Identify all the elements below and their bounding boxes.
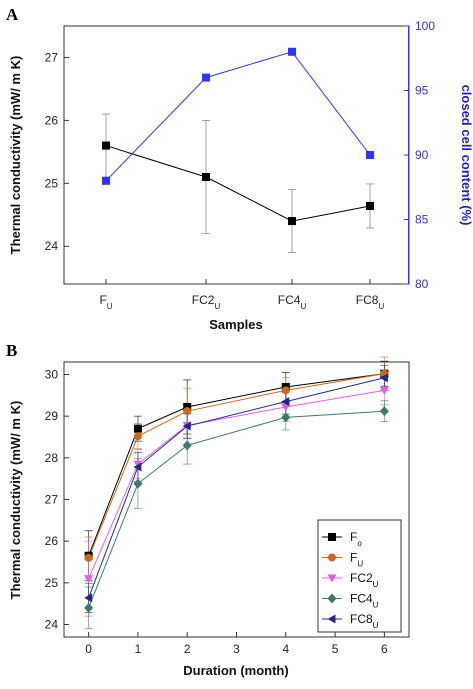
panel-a-closed-cell-point (288, 47, 296, 56)
panel-b-series-point (133, 432, 142, 441)
panel-b-series-point (133, 478, 143, 489)
panel-a-conductivity-point (288, 217, 296, 226)
legend-marker (328, 533, 336, 541)
panel-b-legend: Fo FU FC2U FC4U FC8U (322, 530, 379, 630)
panel-b-xtick-label: 6 (381, 642, 388, 656)
panel-a-conductivity-point (102, 141, 110, 150)
panel-a-closed-cell-point (102, 176, 110, 185)
panel-b-xtick-label: 0 (85, 642, 92, 656)
legend-label: FU (350, 551, 363, 569)
panel-b-series-point (182, 440, 192, 451)
panel-b-xtick-label: 3 (233, 642, 240, 656)
panel-b-ytick-label: 29 (45, 409, 59, 423)
panel-b-ylabel: Thermal conductivity (mW/ m K) (8, 401, 23, 600)
panel-b-ytick-label: 30 (45, 368, 59, 382)
panel-a-ytick-label: 25 (45, 176, 59, 190)
panel-b-series-point (379, 406, 389, 417)
panel-a-y2label: closed cell content (%) (459, 85, 473, 226)
panel-b-xtick-label: 4 (282, 642, 289, 656)
panel-b-ytick-label: 25 (45, 576, 59, 590)
panel-a-closed-cell-point (366, 151, 374, 159)
panel-b-marks: 24 25 26 27 28 29 30 0 1 2 3 4 5 6 (45, 356, 389, 656)
legend-label: Fo (350, 530, 362, 548)
panel-a-y2tick-label: 80 (415, 277, 429, 291)
panel-b-series-point (281, 397, 290, 407)
panel-b-series-point (84, 602, 94, 613)
panel-a-y2tick-label: 90 (415, 148, 429, 162)
legend-marker (327, 574, 337, 583)
panel-b-ytick-label: 24 (45, 618, 59, 632)
panel-a-closed-cell-line (105, 51, 371, 182)
panel-a-xtick-label: FU (99, 293, 112, 311)
panel-b-series-point (379, 386, 389, 395)
panel-b-xlabel: Duration (month) (183, 663, 288, 678)
panel-b-xtick-label: 5 (332, 642, 339, 656)
panel-a-y2tick-label: 95 (415, 84, 429, 98)
panel-b-series-point (84, 593, 93, 603)
panel-b-series-point (133, 462, 142, 472)
panel-b-series-point (281, 403, 291, 412)
panel-a-y2tick-label: 85 (415, 213, 429, 227)
panel-a-conductivity-point (202, 173, 210, 182)
panel-b-series-point (281, 412, 291, 423)
panel-a-closed-cell-point (202, 73, 210, 82)
panel-a-marks: 24 25 26 27 80 85 90 95 100 FU FC2U FC4U FC8U (45, 19, 436, 311)
panel-b-series-point (183, 403, 192, 411)
panel-b-series-point (183, 407, 192, 416)
panel-b-series-point (182, 421, 191, 431)
panel-a-xtick-label: FC2U (192, 293, 221, 311)
panel-a-conductivity-line (105, 145, 371, 222)
panel-b-ytick-label: 26 (45, 534, 59, 548)
panel-a-ylabel: Thermal conductivity (mW/ m K) (8, 56, 23, 255)
legend-label: FC2U (350, 571, 379, 589)
panel-a-xlabel: Samples (209, 317, 262, 332)
legend-marker (327, 593, 337, 604)
panel-b-series-point (84, 575, 94, 584)
panel-b-series-point (84, 553, 93, 562)
panel-b-label: B (6, 341, 17, 360)
panel-a-plot-frame (63, 25, 410, 285)
legend-label: FC8U (350, 612, 379, 630)
panel-a-ytick-label: 24 (45, 239, 59, 253)
legend-label: FC4U (350, 592, 379, 610)
legend-marker (327, 614, 336, 624)
panel-b-series-point (281, 386, 290, 395)
panel-b-series-point (379, 373, 388, 383)
panel-b-ytick-label: 27 (45, 493, 59, 507)
panel-b-ytick-label: 28 (45, 451, 59, 465)
legend-marker (328, 553, 336, 562)
panel-a-ytick-label: 26 (45, 113, 59, 127)
panel-b-xtick-label: 2 (184, 642, 191, 656)
panel-a-y2tick-label: 100 (415, 19, 435, 33)
panel-a-xtick-label: FC4U (278, 293, 307, 311)
panel-a-ytick-label: 27 (45, 50, 59, 64)
panel-b-xtick-label: 1 (135, 642, 142, 656)
panel-a-label: A (6, 5, 19, 24)
panel-a-xtick-label: FC8U (356, 293, 385, 311)
panel-a-conductivity-point (366, 201, 374, 210)
panel-b-series-point (133, 424, 142, 433)
